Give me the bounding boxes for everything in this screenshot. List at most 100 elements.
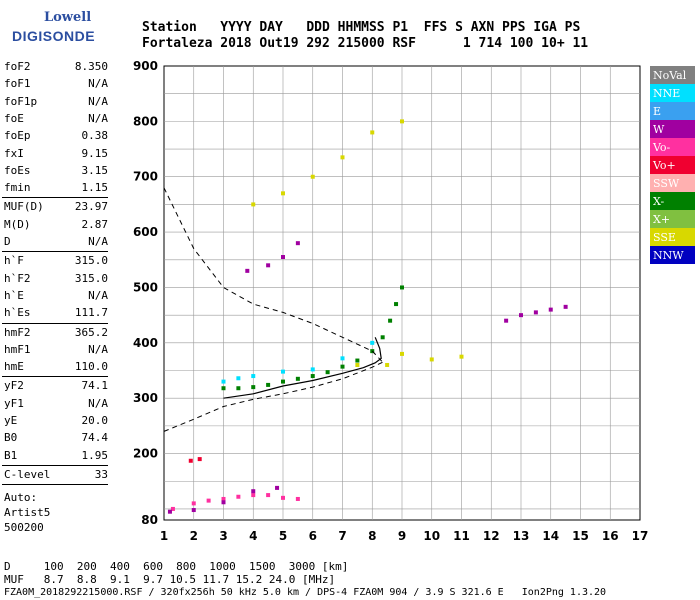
x-tick-label: 16 [602,529,619,543]
param-key: foF2 [4,60,31,73]
trace-point [251,374,256,379]
y-tick-label: 80 [141,513,158,527]
x-tick-label: 3 [219,529,227,543]
param-value: 74.4 [81,431,109,445]
footer-file-row: FZA0M_2018292215000.RSF / 320fx256h 50 k… [4,587,607,598]
param-value: 1.95 [81,448,109,462]
trace-point [340,364,345,369]
trace-point [266,382,271,387]
y-tick-label: 300 [133,391,158,405]
trace-point [295,376,300,381]
x-tick-label: 9 [398,529,406,543]
panel-separator [2,197,108,199]
footer-distance-row: D 100 200 400 600 800 1000 1500 3000 [km… [4,560,349,573]
legend-item-e: E [650,102,695,120]
param-row: hmF2 365.2 [4,326,108,343]
param-value: 315.0 [74,254,108,268]
trace-point [197,457,202,462]
trace-point [236,376,241,381]
legend-item-x: X+ [650,210,695,228]
x-tick-label: 1 [160,529,168,543]
param-key: h`F2 [4,271,31,285]
trace-point [340,356,345,361]
param-value: N/A [88,342,108,356]
trace-point [295,241,300,246]
legend-item-nnw: NNW [650,246,695,264]
param-key: yF1 [4,396,24,410]
param-key: foEp [4,129,31,143]
trace-point [310,367,315,372]
trace-point [295,496,300,501]
param-key: fmin [4,181,31,195]
trace-point [281,191,285,196]
param-value: 111.7 [74,306,108,320]
trace-point [221,379,226,384]
trace-point [170,506,175,511]
param-key: h`F [4,254,24,268]
header-row2: Fortaleza 2018 Out19 292 215000 RSF 1 71… [142,36,589,51]
trace-point [310,174,315,179]
param-value: 0.38 [81,129,109,143]
param-key: hmE [4,360,24,374]
trace-point [429,357,434,362]
trace-point [400,285,404,290]
param-value: 3.15 [81,163,109,177]
trace-point [400,351,404,356]
x-tick-label: 4 [249,529,257,543]
x-tick-label: 12 [483,529,500,543]
trace-point [191,501,196,506]
auto-line3: 500200 [4,521,44,535]
param-key: hmF2 [4,325,31,339]
param-key: foE [4,111,24,125]
panel-separator [2,484,108,486]
trace-point [370,349,375,354]
trace-point [275,485,280,490]
param-key: foF1 [4,77,31,91]
param-row: yF1 N/A [4,397,108,414]
trace-point [400,119,404,124]
legend-item-nne: NNE [650,84,695,102]
legend-item-noval: NoVal [650,66,695,84]
panel-separator [2,376,108,378]
param-row: M(D) 2.87 [4,218,108,235]
trace-point [251,202,256,207]
param-value: 33 [94,467,108,481]
param-value: N/A [88,77,108,91]
param-row: h`F2 315.0 [4,272,108,289]
x-tick-label: 2 [190,529,198,543]
y-tick-label: 500 [133,280,158,294]
trace-point [167,509,172,514]
y-tick-label: 600 [133,225,158,239]
trace-point [380,335,385,340]
legend-item-vo: Vo+ [650,156,695,174]
param-row: foF1 N/A [4,77,108,94]
logo-line1: Lowell [44,10,92,25]
param-key: C-level [4,467,51,481]
param-key: h`Es [4,306,31,320]
trace-point [188,458,193,463]
auto-line2: Artist5 [4,506,51,520]
param-row: foEp 0.38 [4,129,108,146]
param-row: yF2 74.1 [4,379,108,396]
param-value: 2.87 [81,217,109,231]
trace-point [236,494,241,499]
trace-point [325,370,330,375]
dashed-curve-lower [163,361,383,432]
param-value: 20.0 [81,414,109,427]
x-tick-label: 11 [453,529,470,543]
trace-point [370,130,375,135]
y-tick-label: 700 [133,170,158,184]
param-value: N/A [88,235,108,248]
trace-point [251,489,256,494]
param-row: foEs 3.15 [4,164,108,181]
param-value: 9.15 [81,146,109,160]
param-key: foEs [4,163,31,177]
param-value: N/A [88,111,108,125]
param-row: fmin 1.15 [4,181,108,198]
legend-item-x: X- [650,192,695,210]
dashed-curve-upper [163,187,384,363]
param-row: hmF1 N/A [4,343,108,360]
trace-point [370,340,375,345]
param-key: h`E [4,288,24,302]
trace-point [266,493,271,498]
